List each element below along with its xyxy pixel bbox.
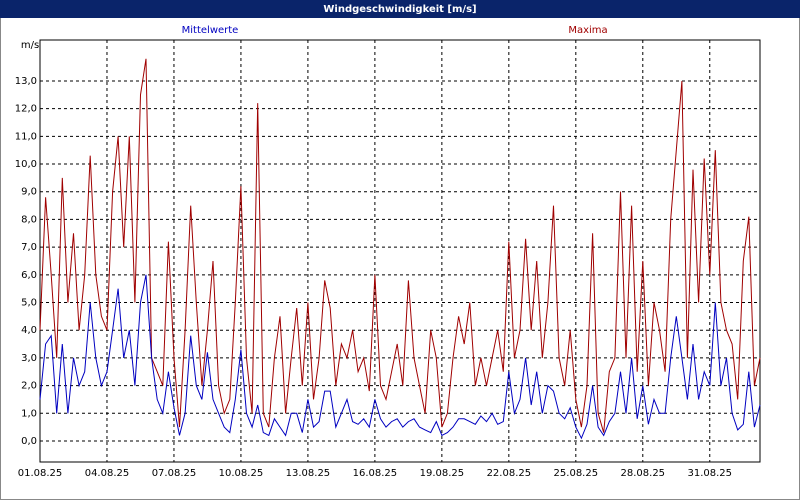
x-tick-label: 31.08.25 (688, 468, 733, 479)
y-tick-label: 13,0 (15, 76, 37, 87)
y-tick-label: 8,0 (21, 214, 37, 225)
x-tick-label: 13.08.25 (286, 468, 331, 479)
y-tick-label: 7,0 (21, 242, 37, 253)
y-tick-label: 12,0 (15, 104, 37, 115)
y-tick-label: 3,0 (21, 353, 37, 364)
y-tick-label: 10,0 (15, 159, 37, 170)
y-tick-label: 5,0 (21, 298, 37, 309)
y-tick-label: 9,0 (21, 187, 37, 198)
x-tick-label: 01.08.25 (18, 468, 63, 479)
x-tick-label: 19.08.25 (420, 468, 465, 479)
chart-title: Windgeschwindigkeit [m/s] (323, 4, 476, 15)
y-axis-unit: m/s (21, 40, 39, 51)
x-tick-label: 22.08.25 (487, 468, 532, 479)
series-line (39, 274, 761, 440)
x-tick-label: 16.08.25 (353, 468, 398, 479)
y-tick-label: 2,0 (21, 381, 37, 392)
plot-area (39, 39, 761, 463)
legend-label: Mittelwerte (182, 25, 239, 36)
x-tick-label: 25.08.25 (554, 468, 599, 479)
x-tick-label: 10.08.25 (219, 468, 264, 479)
x-tick-label: 04.08.25 (85, 468, 130, 479)
title-bar (0, 0, 800, 18)
x-tick-label: 07.08.25 (152, 468, 197, 479)
legend-label: Maxima (568, 25, 607, 36)
y-tick-label: 0,0 (21, 436, 37, 447)
y-tick-label: 6,0 (21, 270, 37, 281)
y-tick-label: 1,0 (21, 408, 37, 419)
y-tick-label: 11,0 (15, 131, 37, 142)
x-tick-label: 28.08.25 (621, 468, 666, 479)
series-line (39, 58, 761, 433)
y-tick-label: 4,0 (21, 325, 37, 336)
